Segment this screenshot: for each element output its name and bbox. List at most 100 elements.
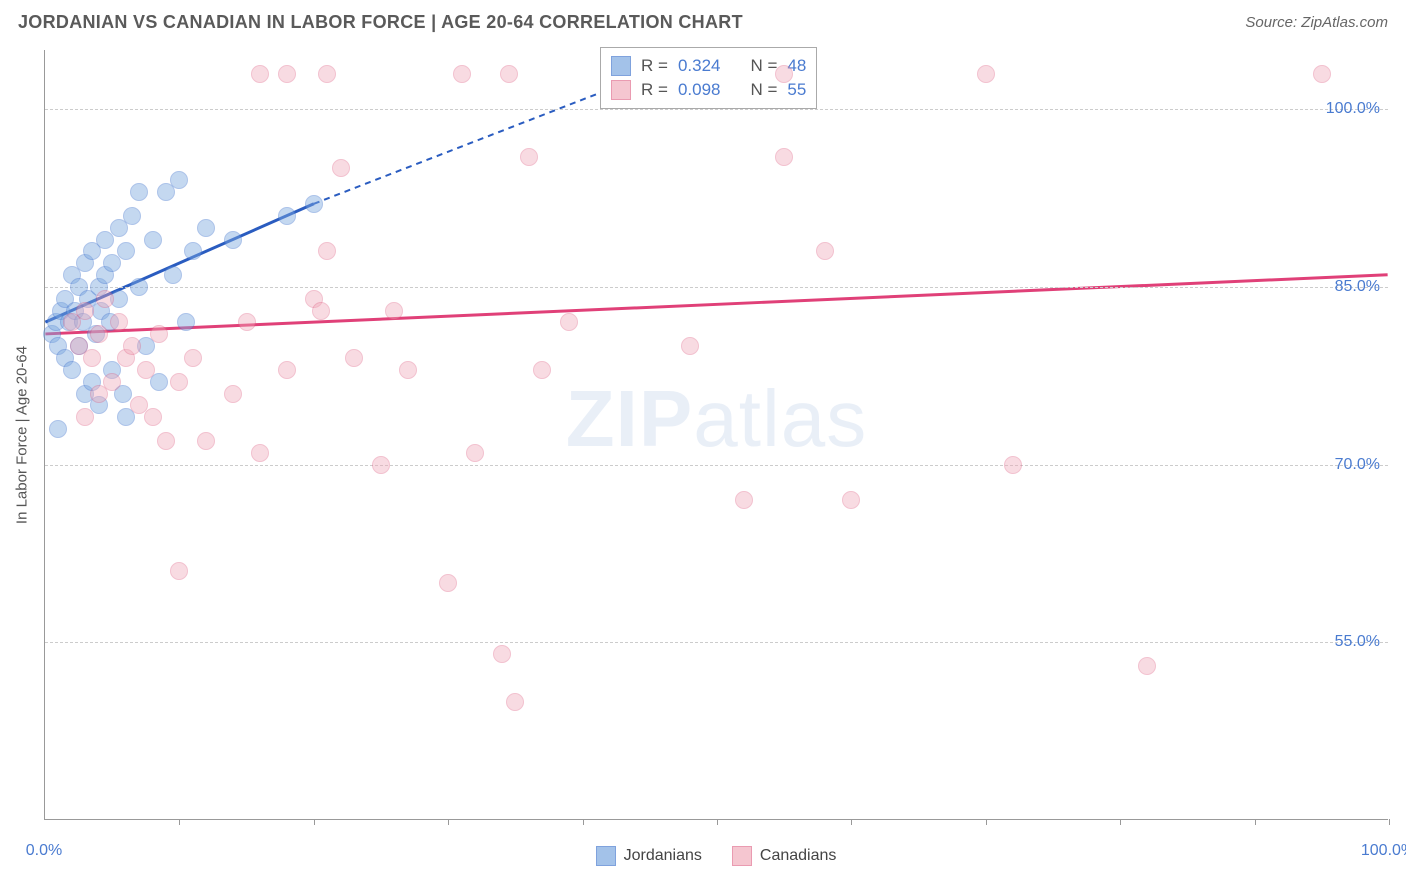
trend-lines [45, 50, 1388, 819]
scatter-point [453, 65, 471, 83]
scatter-point [76, 302, 94, 320]
ytick-label: 100.0% [1326, 100, 1380, 118]
legend-label: Jordanians [624, 847, 702, 865]
xtick-mark [583, 819, 584, 825]
source-site: ZipAtlas.com [1301, 14, 1388, 31]
scatter-point [1313, 65, 1331, 83]
scatter-point [224, 385, 242, 403]
stat-r-value: 0.098 [678, 80, 721, 100]
stat-r-label: R = [641, 80, 668, 100]
xtick-label: 100.0% [1361, 842, 1406, 860]
scatter-point [224, 231, 242, 249]
legend-swatch [611, 56, 631, 76]
scatter-point [493, 645, 511, 663]
scatter-point [977, 65, 995, 83]
scatter-point [164, 266, 182, 284]
scatter-point [49, 420, 67, 438]
scatter-point [130, 183, 148, 201]
scatter-point [775, 65, 793, 83]
xtick-mark [448, 819, 449, 825]
y-axis-label: In Labor Force | Age 20-64 [14, 346, 31, 524]
legend-item: Jordanians [596, 846, 702, 866]
xtick-mark [851, 819, 852, 825]
stat-n-label: N = [750, 56, 777, 76]
scatter-point [520, 148, 538, 166]
legend-swatch [596, 846, 616, 866]
ytick-label: 85.0% [1335, 278, 1380, 296]
ytick-label: 55.0% [1335, 633, 1380, 651]
scatter-point [144, 231, 162, 249]
scatter-point [83, 349, 101, 367]
scatter-point [251, 444, 269, 462]
scatter-point [278, 361, 296, 379]
scatter-point [681, 337, 699, 355]
scatter-point [312, 302, 330, 320]
legend-swatch [732, 846, 752, 866]
scatter-point [123, 337, 141, 355]
scatter-point [150, 325, 168, 343]
scatter-point [170, 373, 188, 391]
scatter-point [278, 65, 296, 83]
xtick-mark [986, 819, 987, 825]
scatter-point [775, 148, 793, 166]
gridline-h [45, 642, 1388, 643]
scatter-point [345, 349, 363, 367]
xtick-mark [314, 819, 315, 825]
scatter-point [1138, 657, 1156, 675]
chart-title: JORDANIAN VS CANADIAN IN LABOR FORCE | A… [18, 12, 743, 33]
source-label: Source: ZipAtlas.com [1245, 14, 1388, 31]
scatter-point [305, 195, 323, 213]
scatter-point [130, 278, 148, 296]
stat-n-label: N = [750, 80, 777, 100]
scatter-point [816, 242, 834, 260]
scatter-point [1004, 456, 1022, 474]
scatter-point [842, 491, 860, 509]
scatter-point [170, 562, 188, 580]
scatter-point [157, 432, 175, 450]
gridline-h [45, 109, 1388, 110]
scatter-point [533, 361, 551, 379]
scatter-point [500, 65, 518, 83]
scatter-point [110, 313, 128, 331]
legend-item: Canadians [732, 846, 837, 866]
scatter-point [735, 491, 753, 509]
scatter-point [466, 444, 484, 462]
ytick-label: 70.0% [1335, 456, 1380, 474]
legend-swatch [611, 80, 631, 100]
gridline-h [45, 465, 1388, 466]
scatter-point [90, 385, 108, 403]
stat-r-value: 0.324 [678, 56, 721, 76]
stat-n-value: 55 [787, 80, 806, 100]
scatter-point [506, 693, 524, 711]
xtick-mark [179, 819, 180, 825]
plot-area: ZIPatlas R =0.324N =48R =0.098N =55 55.0… [44, 50, 1388, 820]
scatter-point [318, 242, 336, 260]
scatter-point [144, 408, 162, 426]
legend-bottom: Jordanians Canadians [44, 846, 1388, 866]
xtick-mark [1389, 819, 1390, 825]
scatter-point [251, 65, 269, 83]
scatter-point [560, 313, 578, 331]
xtick-mark [1255, 819, 1256, 825]
scatter-point [123, 207, 141, 225]
scatter-point [63, 361, 81, 379]
scatter-point [184, 242, 202, 260]
scatter-point [278, 207, 296, 225]
scatter-point [150, 373, 168, 391]
stat-r-label: R = [641, 56, 668, 76]
xtick-mark [717, 819, 718, 825]
gridline-h [45, 287, 1388, 288]
scatter-point [399, 361, 417, 379]
scatter-point [372, 456, 390, 474]
scatter-point [238, 313, 256, 331]
scatter-point [385, 302, 403, 320]
scatter-point [90, 325, 108, 343]
scatter-point [96, 290, 114, 308]
scatter-point [170, 171, 188, 189]
scatter-point [318, 65, 336, 83]
watermark: ZIPatlas [566, 373, 867, 465]
scatter-point [117, 242, 135, 260]
scatter-point [76, 408, 94, 426]
scatter-point [332, 159, 350, 177]
xtick-mark [1120, 819, 1121, 825]
